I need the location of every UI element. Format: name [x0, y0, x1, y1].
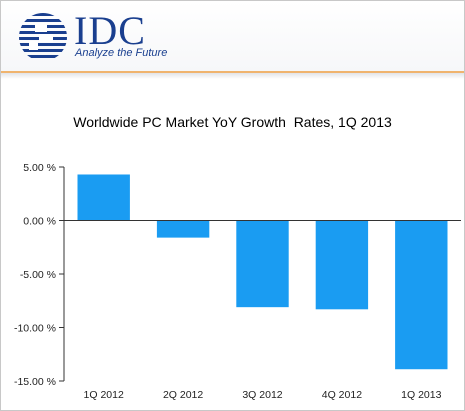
- header-shadow: [1, 73, 464, 79]
- logo-tagline: Analyze the Future: [75, 47, 168, 59]
- y-tick-label: -15.00 %: [14, 376, 56, 388]
- bar: [156, 220, 210, 238]
- y-tick-label: -5.00 %: [20, 269, 56, 281]
- y-tick-label: 0.00 %: [23, 216, 56, 228]
- x-tick-label: 4Q 2012: [322, 389, 362, 401]
- bar: [77, 174, 130, 221]
- x-tick-label: 1Q 2012: [84, 389, 124, 401]
- logo-wordmark: IDC: [74, 8, 146, 53]
- idc-logo: IDC Analyze the Future: [17, 8, 197, 63]
- bar: [236, 220, 289, 308]
- y-tick-label: -10.00 %: [14, 323, 56, 335]
- x-tick-label: 3Q 2012: [242, 389, 282, 401]
- globe-icon: [19, 13, 67, 58]
- header-banner: IDC Analyze the Future: [1, 1, 464, 71]
- bar: [315, 220, 369, 310]
- x-tick-label: 1Q 2013: [401, 389, 441, 401]
- bar: [395, 220, 448, 370]
- x-tick-label: 2Q 2012: [163, 389, 203, 401]
- header-divider: [1, 71, 464, 73]
- chart-title: Worldwide PC Market YoY Growth Rates, 1Q…: [73, 114, 392, 130]
- y-tick-label: 5.00 %: [23, 162, 56, 174]
